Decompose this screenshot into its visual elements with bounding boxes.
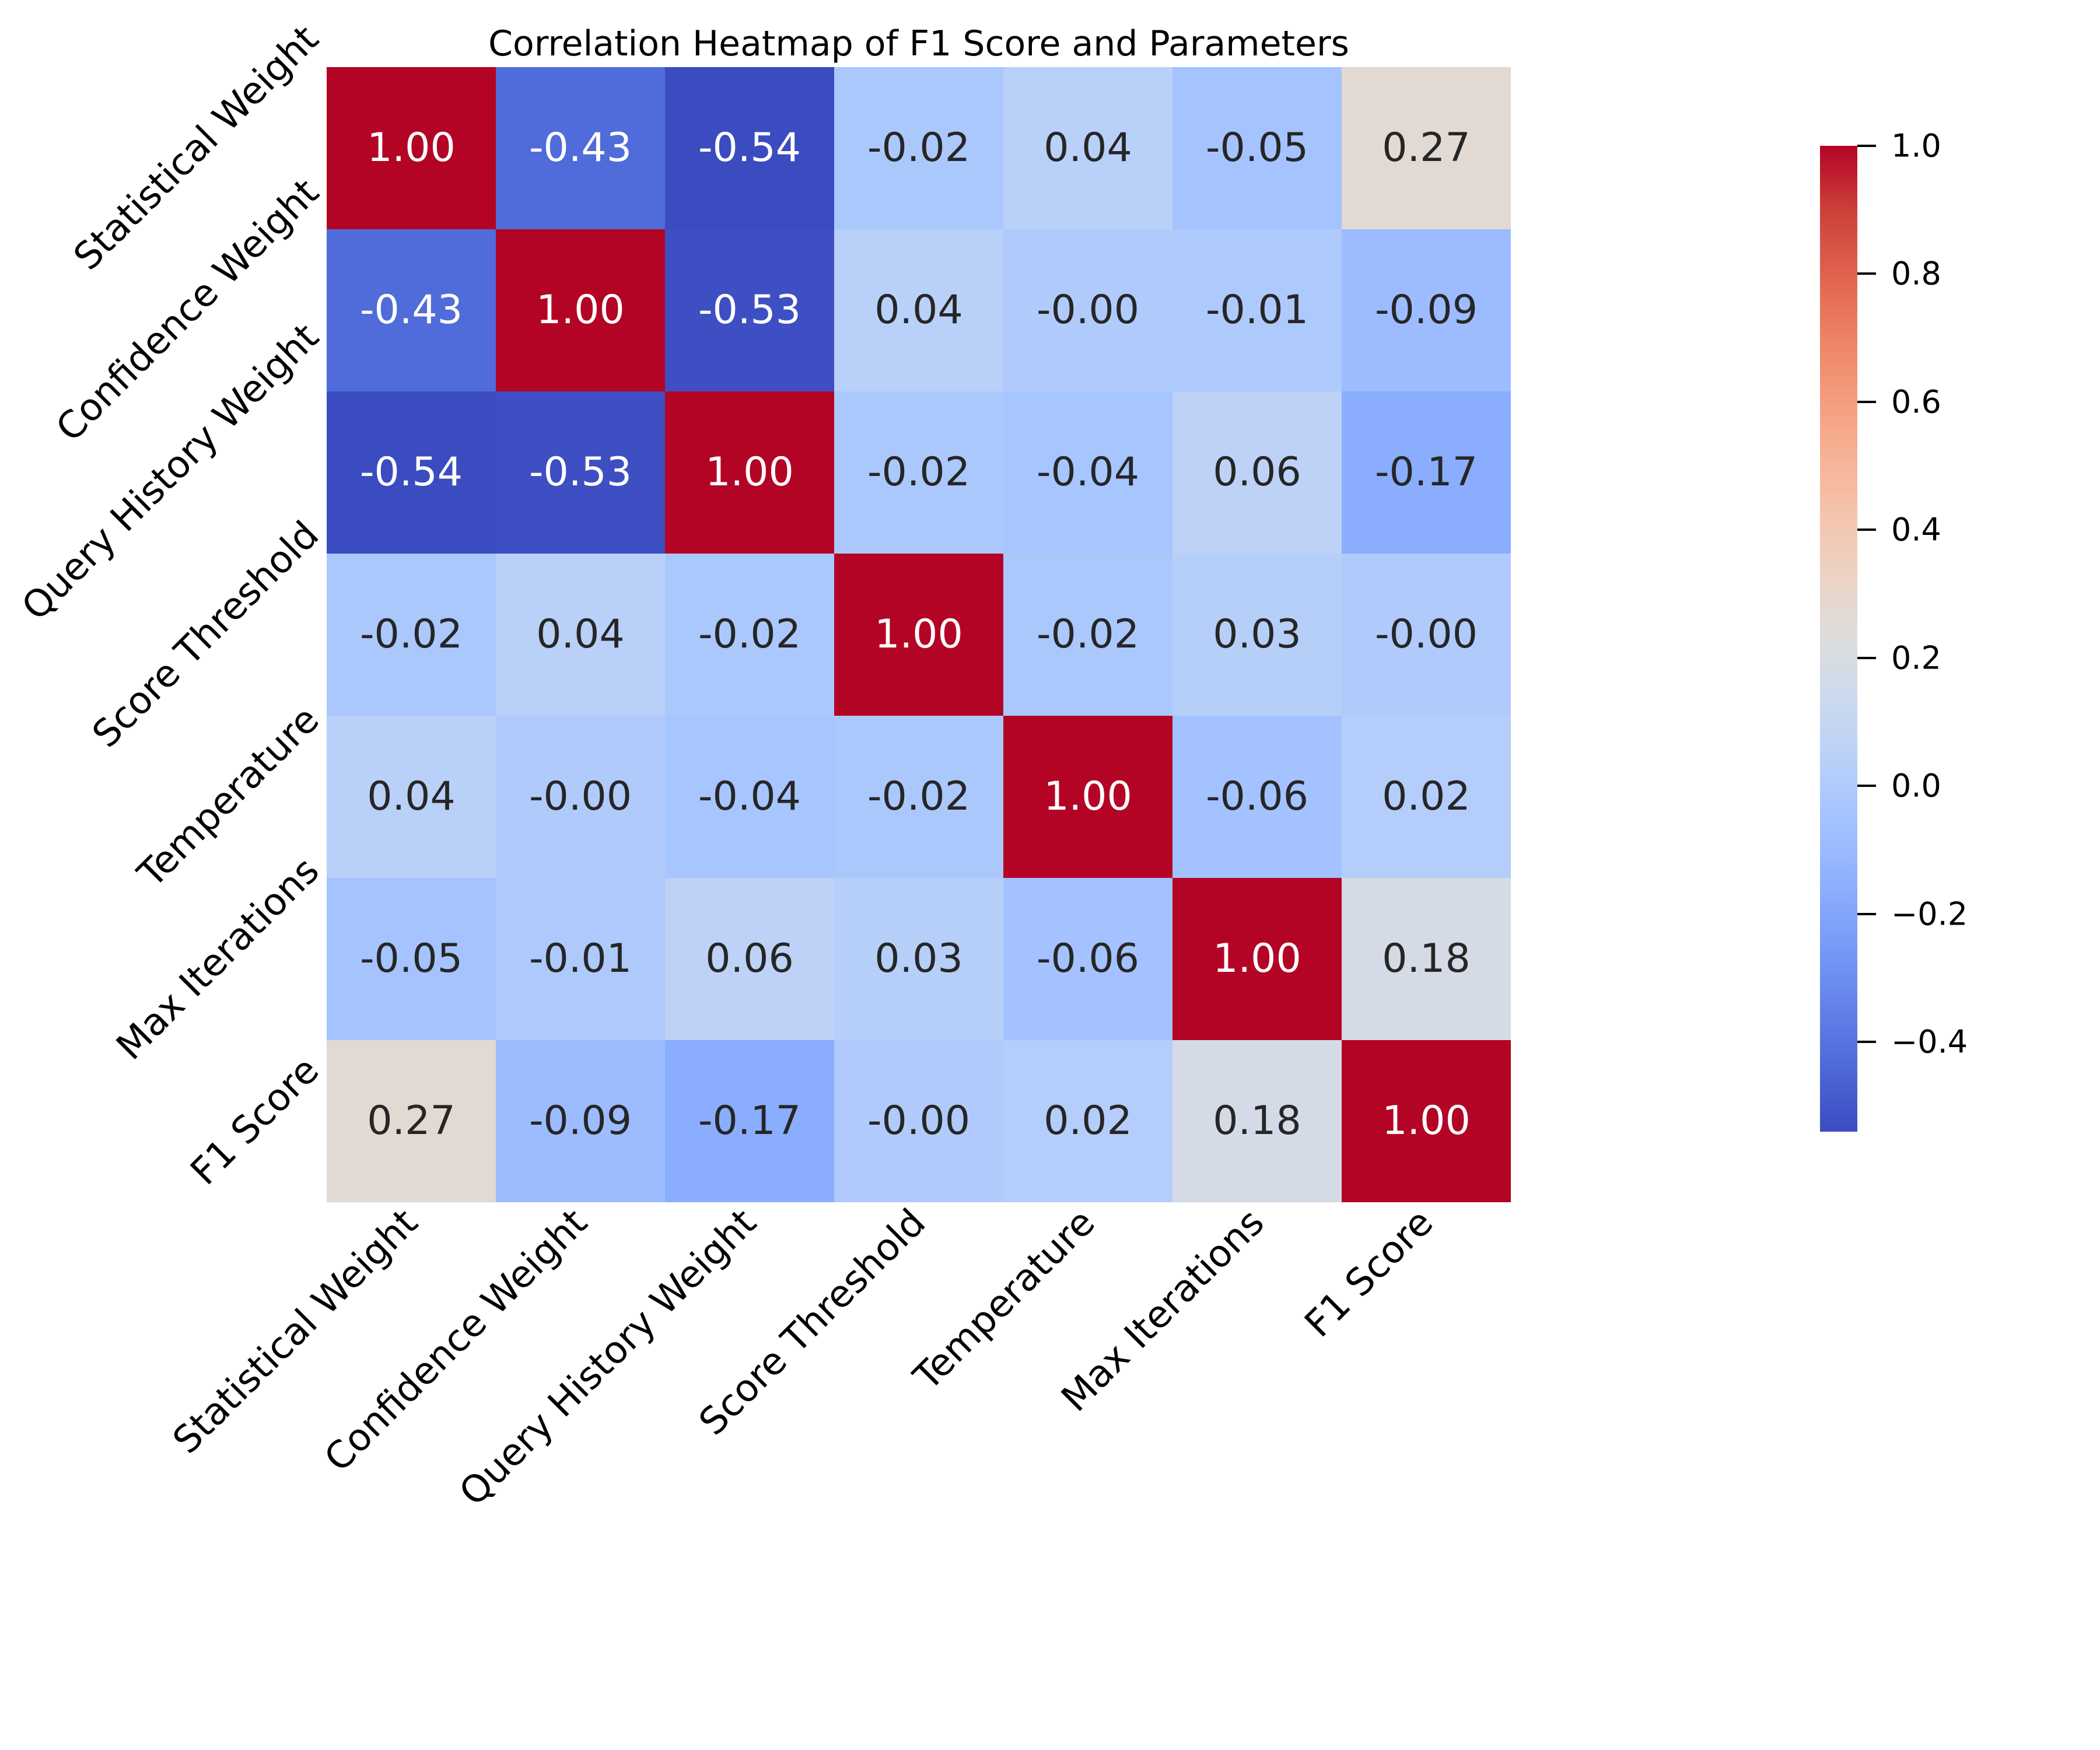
- heatmap-cell: -0.09: [496, 1040, 665, 1202]
- heatmap-cell: 0.18: [1172, 1040, 1342, 1202]
- heatmap-cell: -0.05: [327, 878, 496, 1040]
- heatmap-cell: 0.18: [1342, 878, 1511, 1040]
- heatmap-cell: 1.00: [327, 67, 496, 229]
- y-tick-label: F1 Score: [182, 1048, 328, 1194]
- colorbar-tick-label: 0.6: [1891, 383, 1941, 421]
- colorbar-tick-mark: [1857, 656, 1876, 659]
- colorbar-tick-mark: [1857, 785, 1876, 788]
- colorbar-tick-label: 0.4: [1891, 511, 1941, 548]
- heatmap-cell: -0.05: [1172, 67, 1342, 229]
- heatmap-cell: -0.02: [665, 554, 834, 716]
- y-tick-label: Max Iterations: [108, 849, 328, 1069]
- colorbar-tick-mark: [1857, 1041, 1876, 1044]
- y-tick-label: Confidence Weight: [48, 170, 328, 450]
- colorbar-tick-mark: [1857, 528, 1876, 531]
- heatmap-cell: 1.00: [834, 554, 1003, 716]
- heatmap-cell: 0.06: [1172, 391, 1342, 554]
- heatmap-cell: -0.02: [327, 554, 496, 716]
- heatmap-cell: -0.00: [496, 716, 665, 878]
- heatmap-cell: -0.06: [1003, 878, 1172, 1040]
- colorbar-gradient: [1820, 146, 1857, 1132]
- colorbar-tick-mark: [1857, 400, 1876, 403]
- x-tick-label: Query History Weight: [451, 1200, 765, 1515]
- heatmap-cell: -0.54: [327, 391, 496, 554]
- heatmap-cell: -0.01: [1172, 229, 1342, 391]
- heatmap-cell: -0.43: [327, 229, 496, 391]
- colorbar-tick-label: 0.8: [1891, 255, 1941, 292]
- heatmap-cell: -0.17: [665, 1040, 834, 1202]
- colorbar-tick-label: 1.0: [1891, 127, 1941, 164]
- colorbar-tick-label: 0.2: [1891, 639, 1941, 677]
- heatmap-cell: 0.03: [1172, 554, 1342, 716]
- heatmap-cell: -0.17: [1342, 391, 1511, 554]
- heatmap-cell: -0.00: [834, 1040, 1003, 1202]
- chart-title: Correlation Heatmap of F1 Score and Para…: [488, 23, 1349, 64]
- heatmap-cell: 1.00: [496, 229, 665, 391]
- heatmap-cell: 1.00: [665, 391, 834, 554]
- heatmap-cell: 0.27: [1342, 67, 1511, 229]
- heatmap-cell: 0.04: [834, 229, 1003, 391]
- heatmap-cell: 1.00: [1172, 878, 1342, 1040]
- colorbar-tick-mark: [1857, 145, 1876, 147]
- heatmap-cell: -0.09: [1342, 229, 1511, 391]
- heatmap-cell: -0.01: [496, 878, 665, 1040]
- heatmap-matrix: 1.00 -0.43 -0.54 -0.02 0.04 -0.05 0.27 -0.43 1.0…: [327, 67, 1511, 1202]
- heatmap-cell: 1.00: [1342, 1040, 1511, 1202]
- heatmap-cell: -0.02: [1003, 554, 1172, 716]
- heatmap-cell: 0.02: [1003, 1040, 1172, 1202]
- heatmap-cell: -0.02: [834, 716, 1003, 878]
- heatmap-cell: 0.04: [1003, 67, 1172, 229]
- heatmap-cell: 0.04: [496, 554, 665, 716]
- heatmap-cell: -0.06: [1172, 716, 1342, 878]
- heatmap-cell: -0.00: [1003, 229, 1172, 391]
- heatmap-cell: -0.53: [496, 391, 665, 554]
- heatmap-cell: -0.53: [665, 229, 834, 391]
- colorbar-tick-mark: [1857, 272, 1876, 275]
- colorbar-tick-label: −0.4: [1891, 1023, 1968, 1060]
- colorbar-tick-mark: [1857, 912, 1876, 915]
- heatmap-cell: 0.03: [834, 878, 1003, 1040]
- heatmap-cell: 0.02: [1342, 716, 1511, 878]
- x-tick-label: F1 Score: [1296, 1200, 1442, 1346]
- heatmap-cell: -0.43: [496, 67, 665, 229]
- heatmap-cell: -0.04: [665, 716, 834, 878]
- heatmap-cell: 0.27: [327, 1040, 496, 1202]
- heatmap-cell: 0.04: [327, 716, 496, 878]
- heatmap-cell: 0.06: [665, 878, 834, 1040]
- heatmap-cell: 1.00: [1003, 716, 1172, 878]
- heatmap-cell: -0.00: [1342, 554, 1511, 716]
- heatmap-cell: -0.02: [834, 67, 1003, 229]
- heatmap-cell: -0.02: [834, 391, 1003, 554]
- colorbar-tick-label: −0.2: [1891, 895, 1968, 933]
- heatmap-cell: -0.54: [665, 67, 834, 229]
- colorbar-tick-label: 0.0: [1891, 767, 1941, 804]
- heatmap-cell: -0.04: [1003, 391, 1172, 554]
